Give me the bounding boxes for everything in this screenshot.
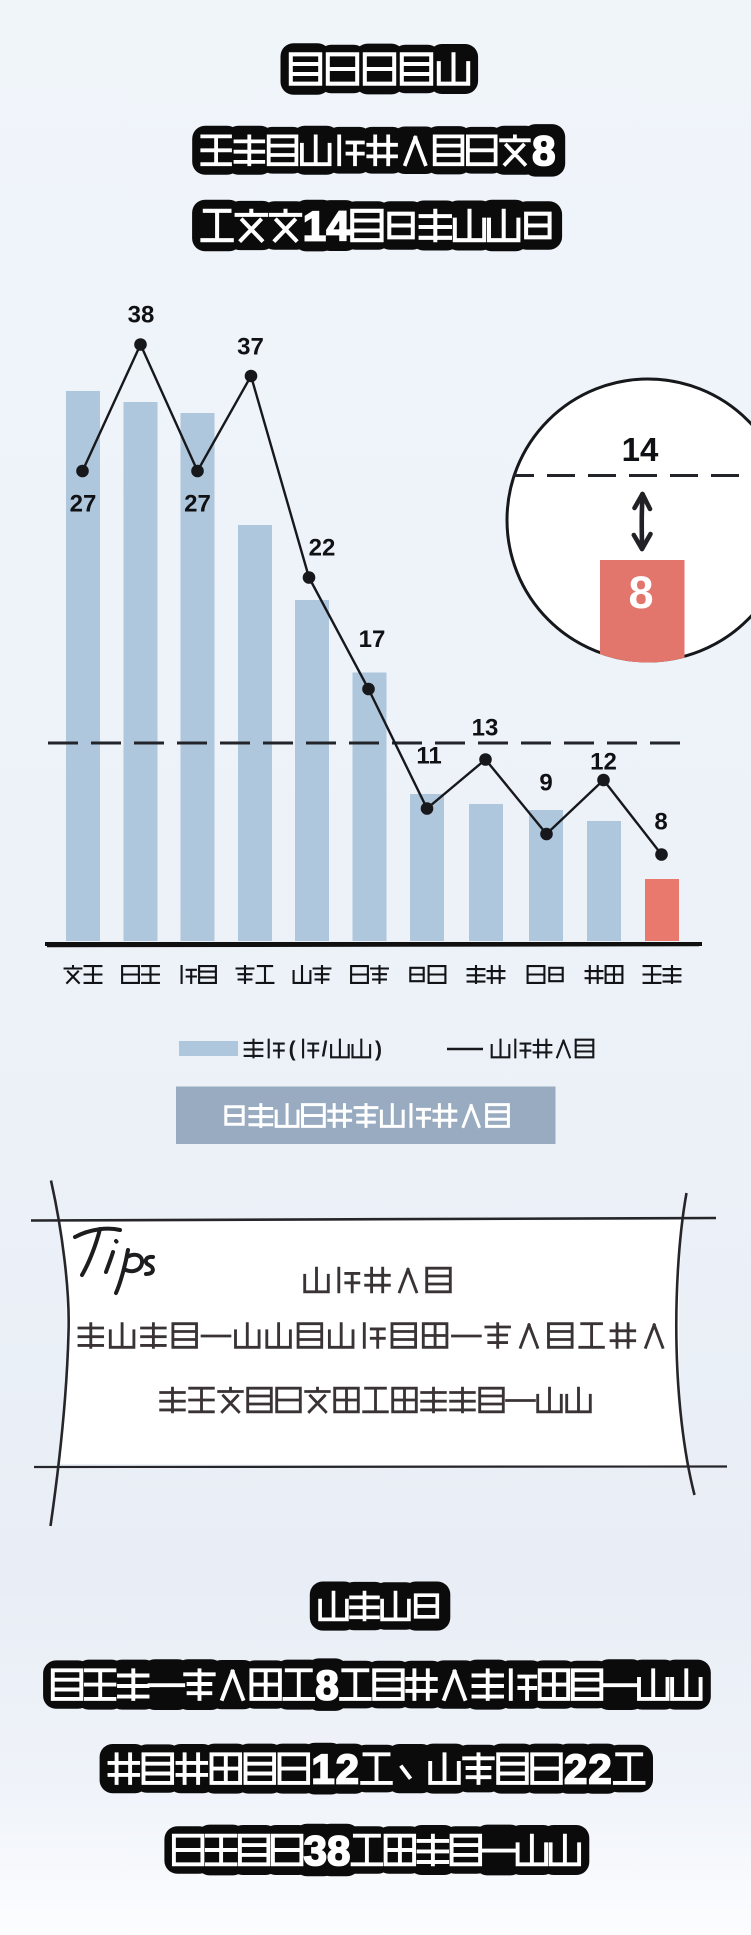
svg-text:22: 22 — [309, 535, 336, 562]
svg-text:2: 2 — [564, 1746, 587, 1793]
svg-text:9: 9 — [539, 770, 552, 797]
svg-text:2: 2 — [336, 1746, 359, 1793]
svg-text:1: 1 — [303, 202, 326, 249]
svg-text:8: 8 — [327, 1827, 350, 1874]
svg-text:27: 27 — [70, 491, 97, 518]
svg-text:12: 12 — [590, 749, 617, 776]
svg-text:27: 27 — [184, 491, 211, 518]
svg-text:): ) — [375, 1038, 382, 1061]
svg-text:37: 37 — [237, 334, 264, 361]
svg-text:11: 11 — [416, 743, 441, 770]
svg-text:8: 8 — [628, 567, 653, 618]
svg-text:8: 8 — [654, 809, 667, 836]
svg-text:38: 38 — [128, 302, 155, 329]
svg-text:1: 1 — [311, 1746, 334, 1793]
svg-text:3: 3 — [304, 1827, 327, 1874]
svg-text:(: ( — [289, 1038, 296, 1061]
svg-text:8: 8 — [315, 1662, 338, 1709]
svg-text:8: 8 — [532, 127, 555, 174]
svg-text:17: 17 — [359, 626, 386, 653]
svg-text:14: 14 — [622, 431, 659, 468]
svg-text:/: / — [322, 1038, 328, 1061]
svg-text:4: 4 — [326, 202, 350, 249]
svg-text:2: 2 — [588, 1746, 611, 1793]
svg-text:13: 13 — [472, 715, 499, 742]
